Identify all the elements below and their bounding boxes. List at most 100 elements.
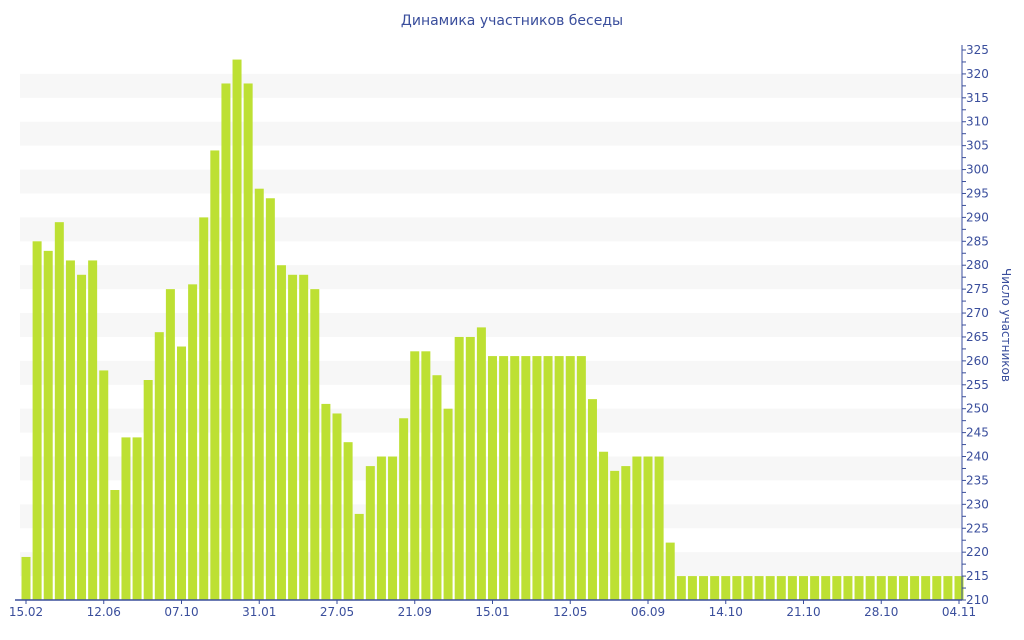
bar bbox=[154, 332, 164, 600]
bar bbox=[43, 250, 53, 600]
bar bbox=[954, 576, 964, 600]
bar bbox=[288, 274, 298, 600]
bar bbox=[887, 576, 897, 600]
y-tick-label: 270 bbox=[966, 306, 989, 320]
y-tick-label: 295 bbox=[966, 186, 989, 200]
bar bbox=[99, 370, 109, 600]
bar bbox=[898, 576, 908, 600]
bar bbox=[32, 241, 42, 600]
x-tick-label: 21.09 bbox=[398, 605, 432, 619]
bar bbox=[710, 576, 720, 600]
y-tick-label: 235 bbox=[966, 473, 989, 487]
bar bbox=[932, 576, 942, 600]
bar bbox=[421, 351, 431, 600]
bar bbox=[943, 576, 953, 600]
bar bbox=[110, 490, 120, 600]
x-tick-label: 31.01 bbox=[242, 605, 276, 619]
y-tick-label: 275 bbox=[966, 282, 989, 296]
bar bbox=[621, 466, 631, 600]
bar bbox=[499, 356, 509, 600]
bar bbox=[88, 260, 98, 600]
bar bbox=[410, 351, 420, 600]
bar bbox=[665, 542, 675, 600]
bar bbox=[443, 408, 453, 600]
bar bbox=[510, 356, 520, 600]
bar bbox=[388, 456, 398, 600]
bar bbox=[910, 576, 920, 600]
bar bbox=[599, 451, 609, 600]
bar bbox=[343, 442, 353, 600]
x-tick-label: 27.05 bbox=[320, 605, 354, 619]
bar bbox=[521, 356, 531, 600]
bar bbox=[921, 576, 931, 600]
x-tick-label: 15.02 bbox=[9, 605, 43, 619]
bar bbox=[165, 289, 175, 600]
bar bbox=[321, 403, 331, 600]
bar bbox=[354, 513, 364, 600]
bar bbox=[188, 284, 198, 600]
grid-band bbox=[20, 217, 962, 242]
y-tick-label: 300 bbox=[966, 163, 989, 177]
x-tick-label: 06.09 bbox=[631, 605, 665, 619]
bar bbox=[799, 576, 808, 600]
y-tick-label: 315 bbox=[966, 91, 989, 105]
grid-band bbox=[20, 265, 962, 290]
y-tick-label: 290 bbox=[966, 210, 989, 224]
bar bbox=[743, 576, 753, 600]
bar bbox=[332, 413, 342, 600]
bar bbox=[810, 576, 820, 600]
x-tick-label: 04.11 bbox=[942, 605, 976, 619]
y-tick-label: 240 bbox=[966, 450, 989, 464]
y-axis-label: Число участников bbox=[999, 268, 1013, 382]
bar bbox=[276, 265, 286, 600]
chart-title: Динамика участников беседы bbox=[400, 13, 624, 29]
bar bbox=[643, 456, 653, 600]
x-axis: 15.02 12.06 07.10 31.01 27.05 21.09 15.01 12.05… bbox=[9, 599, 976, 619]
grid-band bbox=[20, 169, 962, 194]
bar bbox=[565, 356, 575, 600]
bar bbox=[554, 356, 564, 600]
bar bbox=[199, 217, 209, 601]
bars bbox=[21, 59, 964, 601]
bar bbox=[765, 576, 775, 600]
bar bbox=[143, 380, 153, 600]
bar bbox=[221, 83, 231, 600]
y-tick-label: 305 bbox=[966, 139, 989, 153]
y-tick-label: 325 bbox=[966, 43, 989, 57]
bar bbox=[776, 576, 786, 600]
bar bbox=[65, 260, 75, 600]
grid-band bbox=[20, 73, 962, 98]
bar bbox=[210, 150, 220, 600]
x-tick-label: 12.06 bbox=[87, 605, 121, 619]
y-tick-label: 225 bbox=[966, 521, 989, 535]
y-tick-label: 250 bbox=[966, 402, 989, 416]
bar bbox=[77, 274, 87, 600]
x-tick-label: 28.10 bbox=[864, 605, 898, 619]
bar bbox=[432, 375, 442, 600]
bar bbox=[876, 576, 886, 600]
x-tick-label: 14.10 bbox=[709, 605, 743, 619]
bar bbox=[843, 576, 853, 600]
bar bbox=[532, 356, 542, 600]
bar bbox=[587, 399, 597, 600]
bar bbox=[121, 437, 131, 600]
bar bbox=[376, 456, 386, 600]
y-tick-label: 245 bbox=[966, 426, 989, 440]
bar bbox=[232, 59, 242, 601]
bar bbox=[21, 556, 31, 600]
x-tick-label: 07.10 bbox=[164, 605, 198, 619]
y-tick-label: 230 bbox=[966, 497, 989, 511]
bar bbox=[365, 466, 375, 600]
bar bbox=[865, 576, 875, 600]
bar bbox=[632, 456, 642, 600]
y-tick-label: 265 bbox=[966, 330, 989, 344]
bar bbox=[310, 289, 320, 600]
grid-band bbox=[20, 121, 962, 146]
bar bbox=[177, 346, 186, 600]
y-tick-label: 260 bbox=[966, 354, 989, 368]
y-tick-label: 215 bbox=[966, 569, 989, 583]
bar bbox=[454, 336, 464, 600]
y-tick-label: 285 bbox=[966, 234, 989, 248]
